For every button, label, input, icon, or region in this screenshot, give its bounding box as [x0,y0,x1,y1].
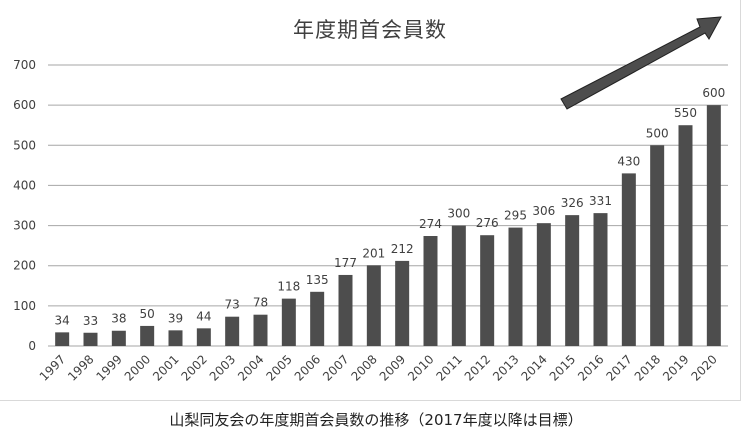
y-tick-label: 500 [13,138,36,152]
data-label: 177 [334,256,357,270]
x-tick-label: 2008 [348,352,379,383]
y-tick-label: 400 [13,178,36,192]
data-label: 33 [83,314,98,328]
bar [621,173,636,346]
x-tick-label: 2001 [150,352,181,383]
bar [480,235,495,346]
bar [706,105,721,347]
bar [168,330,183,346]
bar [111,330,126,346]
y-tick-label: 300 [13,219,36,233]
x-tick-label: 2015 [547,352,578,383]
data-label: 500 [646,126,669,140]
data-label: 300 [447,207,470,221]
x-tick-label: 2009 [377,352,408,383]
data-label: 276 [476,216,499,230]
x-tick-label: 2005 [263,352,294,383]
x-tick-label: 2007 [320,352,351,383]
data-label: 212 [391,242,414,256]
bar [366,265,381,346]
bar [423,236,438,346]
x-tick-label: 1997 [37,352,68,383]
x-tick-label: 2013 [490,352,521,383]
data-label: 201 [362,246,385,260]
x-tick-label: 2010 [405,352,436,383]
bar-chart: 0 100 200 300 400 500 600 700 34 1997 33 1998 38 1999… [13,16,728,384]
x-tick-label: 1999 [93,352,124,383]
data-label: 50 [140,307,155,321]
data-label: 430 [617,154,640,168]
chart-caption: 山梨同友会の年度期首会員数の推移（2017年度以降は目標） [169,411,583,429]
data-label: 600 [702,86,725,100]
y-tick-label: 200 [13,259,36,273]
x-tick-label: 2004 [235,352,266,383]
x-tick-label: 2002 [178,352,209,383]
trend-arrow-icon [560,16,722,110]
bar [140,325,155,346]
bar [508,227,523,346]
data-label: 295 [504,209,527,223]
bar [253,314,268,346]
bar [83,332,98,346]
bar [225,316,240,346]
data-label: 78 [253,296,268,310]
bar [650,145,665,346]
x-tick-label: 2019 [660,352,691,383]
bar [451,225,466,346]
data-label: 306 [532,204,555,218]
y-tick-label: 600 [13,98,36,112]
bar [593,213,608,346]
x-tick-label: 2011 [433,352,464,383]
bar [338,274,353,346]
x-tick-label: 2018 [632,352,663,383]
x-tick-label: 2016 [575,352,606,383]
bar [678,125,693,346]
chart-title: 年度期首会員数 [293,18,447,42]
data-label: 326 [561,196,584,210]
x-tick-label: 2006 [292,352,323,383]
data-label: 39 [168,311,183,325]
bar [281,298,296,346]
x-tick-label: 1998 [65,352,96,383]
y-tick-label: 0 [28,339,36,353]
x-tick-label: 2003 [207,352,238,383]
data-label: 274 [419,217,442,231]
x-tick-label: 2000 [122,352,153,383]
bar [395,260,410,346]
bar [565,215,580,346]
data-label: 34 [55,313,70,327]
data-label: 118 [277,280,300,294]
x-tick-label: 2020 [688,352,719,383]
x-tick-label: 2017 [603,352,634,383]
bar [55,332,70,346]
bar [536,223,551,346]
x-tick-label: 2012 [462,352,493,383]
data-label: 135 [306,273,329,287]
data-label: 44 [196,309,211,323]
bar [310,291,325,346]
bar [196,328,211,346]
data-label: 331 [589,194,612,208]
y-tick-label: 100 [13,299,36,313]
data-label: 550 [674,106,697,120]
data-label: 38 [111,312,126,326]
y-tick-label: 700 [13,58,36,72]
data-label: 73 [225,298,240,312]
x-tick-label: 2014 [518,352,549,383]
